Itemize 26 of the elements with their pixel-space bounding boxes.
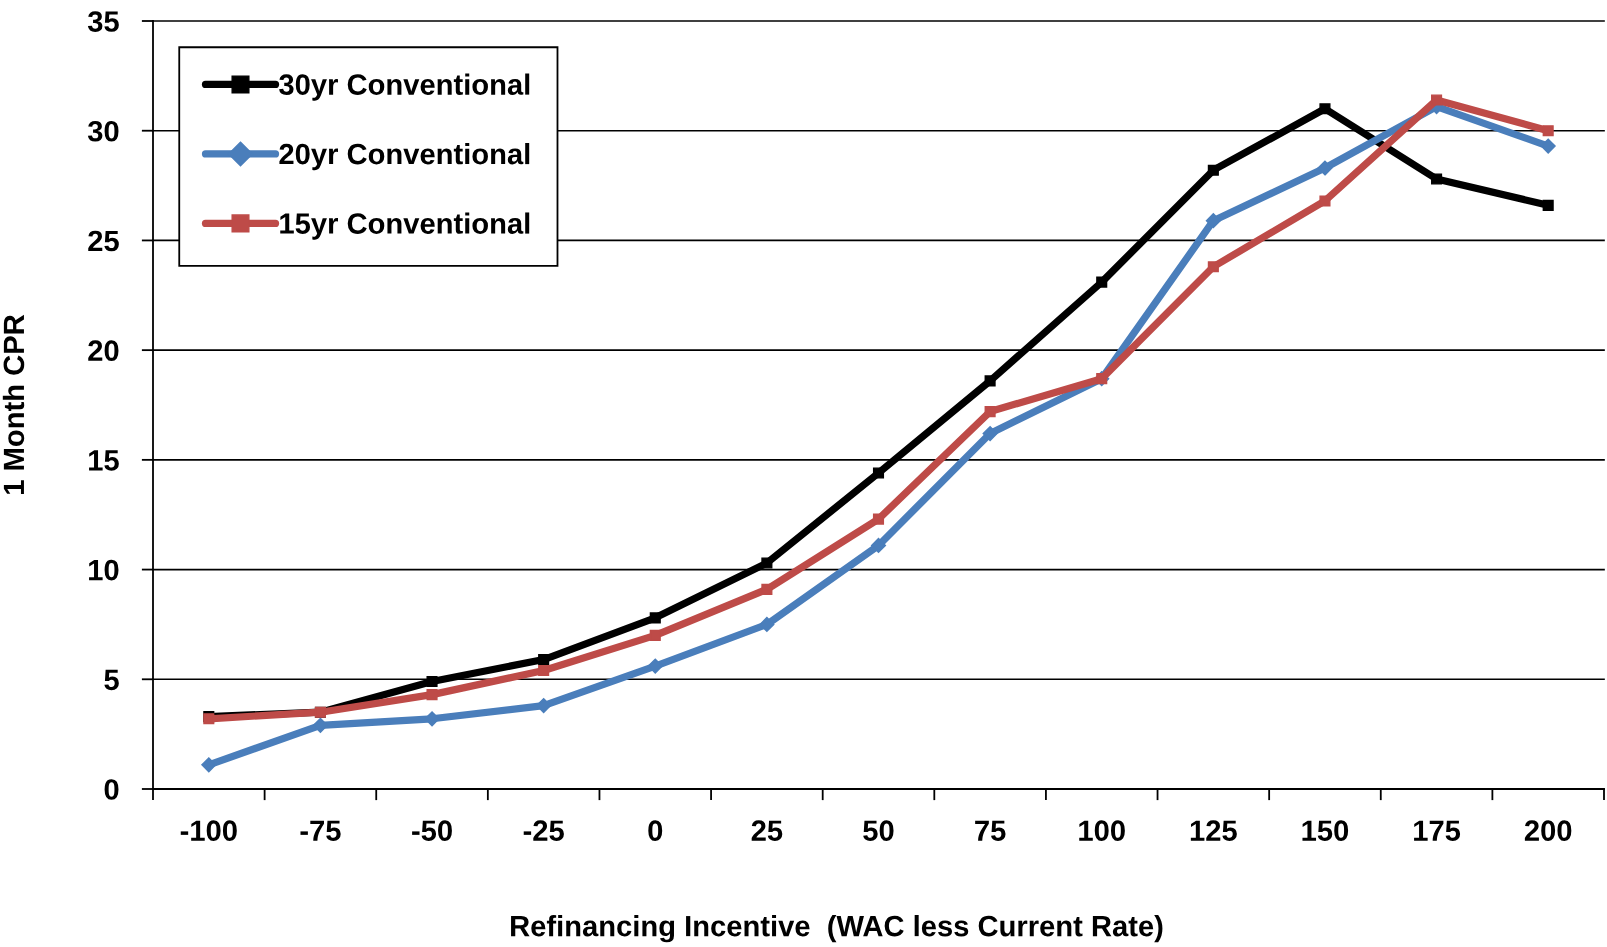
- x-tick-label: -25: [523, 820, 564, 841]
- x-axis-title: Refinancing Incentive (WAC less Current Rate): [511, 915, 1163, 943]
- x-tick-label: 75: [975, 820, 1006, 841]
- x-tick-label: 150: [1302, 820, 1349, 841]
- y-tick-label: 30: [87, 120, 119, 142]
- x-tick-label: -100: [180, 820, 237, 841]
- y-tick-label: 35: [87, 11, 119, 32]
- y-tick-label: 15: [89, 450, 119, 471]
- x-tick-label: 25: [751, 820, 783, 841]
- x-tick-label: -50: [412, 820, 452, 841]
- y-tick-label: 25: [88, 230, 119, 252]
- legend-label: 20yr Conventional: [279, 142, 530, 171]
- x-tick-label: -75: [300, 820, 341, 841]
- x-tick-label: 0: [648, 820, 663, 841]
- x-tick-label: 125: [1190, 820, 1237, 841]
- legend-label: 30yr Conventional: [279, 73, 530, 101]
- x-tick-label: 100: [1079, 820, 1125, 841]
- y-tick-label: 10: [89, 559, 119, 581]
- x-tick-label: 50: [863, 820, 894, 841]
- legend-label: 15yr Conventional: [280, 212, 530, 240]
- x-tick-label: 200: [1524, 820, 1572, 841]
- y-tick-label: 0: [104, 779, 119, 800]
- y-tick-label: 20: [88, 340, 119, 361]
- y-tick-label: 5: [104, 669, 119, 691]
- y-axis-title: 1 Month CPR: [2, 314, 25, 494]
- x-tick-label: 175: [1414, 820, 1461, 841]
